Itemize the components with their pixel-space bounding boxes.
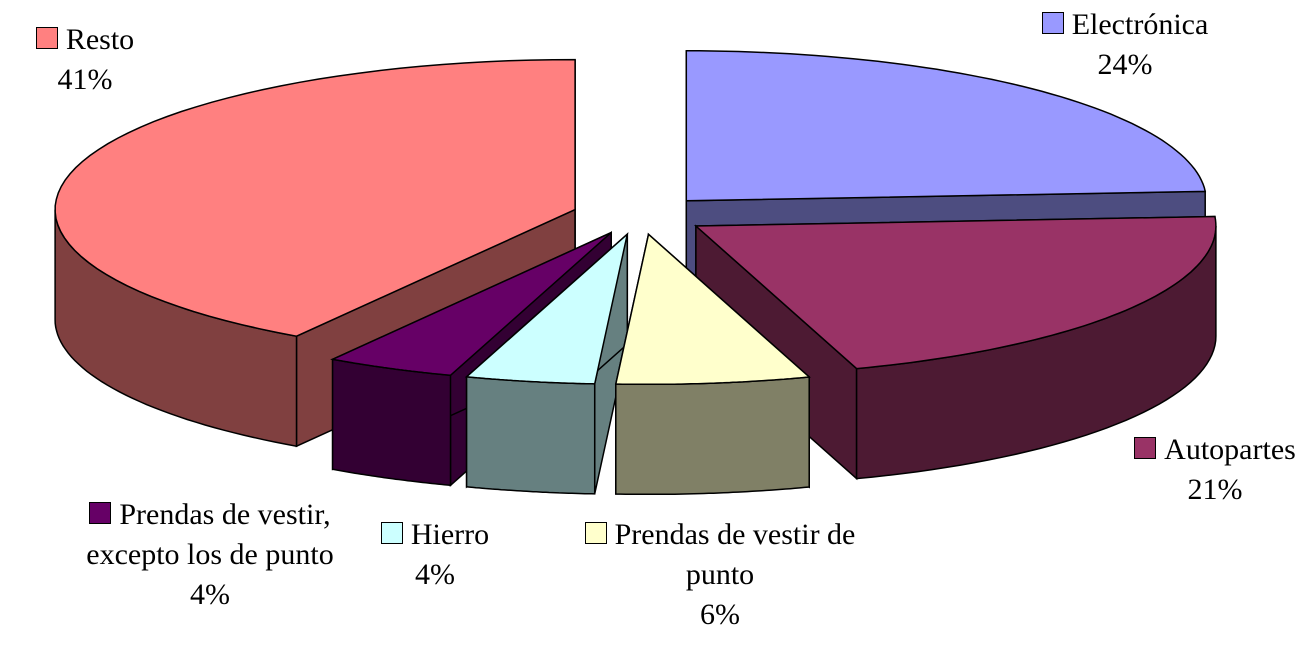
category-label: Prendas de vestir, excepto los de punto bbox=[86, 498, 334, 571]
legend-entry: Hierro bbox=[335, 515, 535, 555]
category-label: Prendas de vestir de punto bbox=[614, 518, 856, 591]
value-label: 24% bbox=[1097, 48, 1153, 81]
data-label: Resto 41% bbox=[0, 20, 185, 100]
slice bbox=[54, 58, 576, 337]
legend-swatch bbox=[1041, 12, 1064, 34]
legend-entry: Resto bbox=[0, 20, 185, 60]
value-label: 4% bbox=[415, 558, 455, 591]
value-label: 21% bbox=[1187, 473, 1243, 506]
data-label: Autopartes 21% bbox=[1085, 430, 1308, 510]
value-label: 41% bbox=[57, 63, 113, 96]
category-label: Resto bbox=[65, 23, 135, 56]
value-label: 4% bbox=[190, 578, 230, 611]
legend-swatch bbox=[584, 522, 607, 544]
slice-wall bbox=[615, 376, 810, 496]
data-label: Prendas de vestir, excepto los de punto 4… bbox=[50, 495, 370, 615]
slice bbox=[685, 50, 1207, 202]
category-label: Hierro bbox=[410, 518, 490, 551]
slice bbox=[693, 215, 1217, 370]
legend-swatch bbox=[89, 502, 112, 524]
category-label: Electrónica bbox=[1071, 8, 1209, 41]
data-label: Electrónica 24% bbox=[975, 5, 1275, 85]
slice-wall bbox=[465, 375, 596, 495]
value-label: 6% bbox=[700, 598, 740, 631]
slice-wall bbox=[331, 358, 452, 487]
data-label: Hierro 4% bbox=[335, 515, 535, 595]
slice bbox=[464, 232, 629, 385]
legend-entry: Prendas de vestir, excepto los de punto bbox=[50, 495, 370, 575]
slice bbox=[330, 231, 612, 377]
slice bbox=[614, 232, 811, 386]
legend-swatch bbox=[1134, 437, 1157, 459]
legend-entry: Prendas de vestir de punto bbox=[550, 515, 890, 595]
legend-swatch bbox=[380, 522, 403, 544]
legend-entry: Electrónica bbox=[975, 5, 1275, 45]
legend-swatch bbox=[35, 27, 58, 49]
category-label: Autopartes bbox=[1164, 433, 1296, 466]
data-label: Prendas de vestir de punto 6% bbox=[550, 515, 890, 635]
legend-entry: Autopartes bbox=[1085, 430, 1308, 470]
